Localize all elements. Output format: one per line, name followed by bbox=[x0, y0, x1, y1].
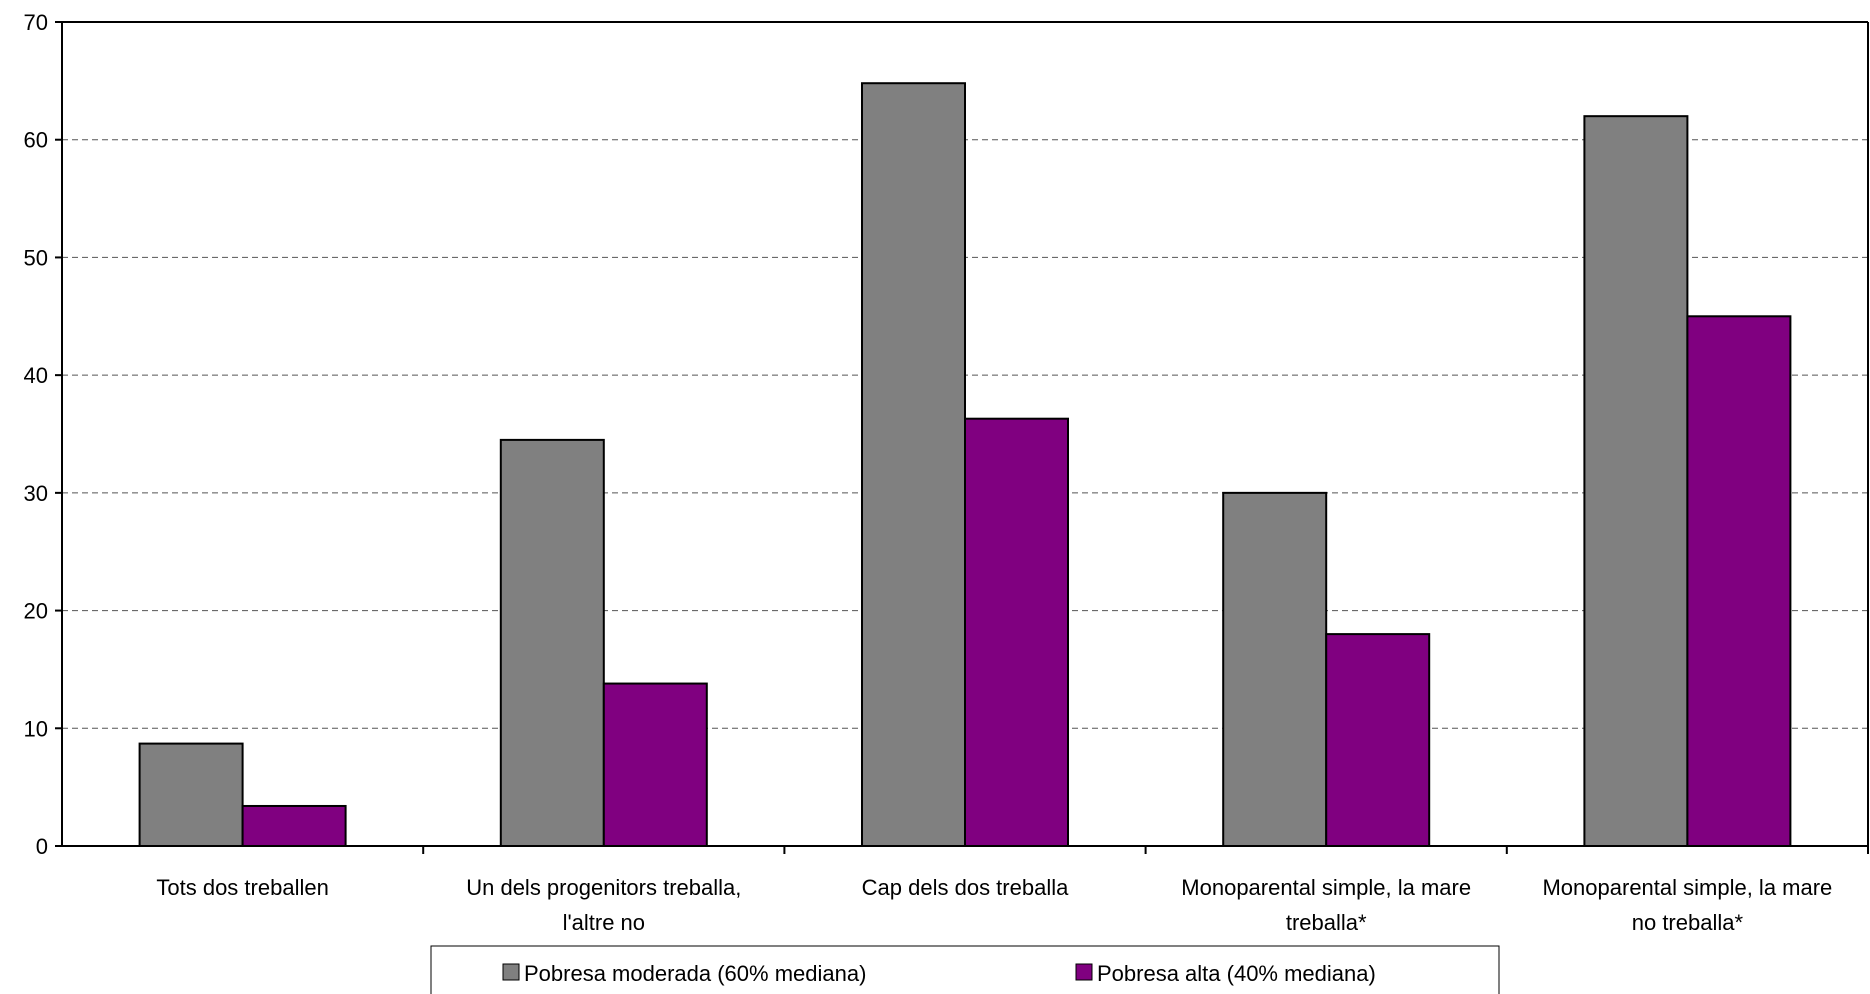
y-axis-ticks: 0 10 20 30 40 50 60 70 bbox=[24, 10, 62, 859]
bar-moderada bbox=[1222, 491, 1328, 847]
y-tick-label: 0 bbox=[36, 834, 48, 859]
bars bbox=[138, 82, 1792, 848]
y-tick-label: 20 bbox=[24, 599, 48, 624]
legend-label-alta: Pobresa alta (40% mediana) bbox=[1097, 961, 1376, 986]
legend-label-moderada: Pobresa moderada (60% mediana) bbox=[524, 961, 866, 986]
y-tick-label: 40 bbox=[24, 363, 48, 388]
axes bbox=[61, 21, 1869, 847]
bar-moderada bbox=[499, 438, 605, 847]
y-tick-label: 50 bbox=[24, 245, 48, 270]
y-tick-label: 30 bbox=[24, 481, 48, 506]
bar-moderada bbox=[1583, 115, 1689, 847]
legend: Pobresa moderada (60% mediana) Pobresa a… bbox=[430, 945, 1500, 994]
x-tick-label: Monoparental simple, la mare bbox=[1181, 875, 1471, 900]
legend-swatch-moderada bbox=[502, 963, 520, 981]
x-tick-label: treballa* bbox=[1286, 910, 1367, 935]
y-tick-label: 70 bbox=[24, 10, 48, 35]
x-tick-label: l'altre no bbox=[563, 910, 645, 935]
x-tick-label: Un dels progenitors treballa, bbox=[466, 875, 741, 900]
bar-moderada bbox=[138, 742, 244, 847]
bar-alta bbox=[241, 804, 347, 848]
bar-moderada bbox=[861, 82, 966, 847]
x-axis-ticks: Tots dos treballen Un dels progenitors tr… bbox=[156, 846, 1869, 935]
bar-alta bbox=[1686, 315, 1792, 847]
x-tick-label: Cap dels dos treballa bbox=[862, 875, 1069, 900]
bar-alta bbox=[1325, 633, 1431, 847]
x-tick-label: Tots dos treballen bbox=[156, 875, 328, 900]
x-tick-label: no treballa* bbox=[1632, 910, 1744, 935]
bar-alta bbox=[964, 417, 1069, 847]
legend-swatch-alta bbox=[1075, 963, 1093, 981]
bar-alta bbox=[602, 682, 708, 847]
y-tick-label: 10 bbox=[24, 716, 48, 741]
x-tick-label: Monoparental simple, la mare bbox=[1542, 875, 1832, 900]
legend-box bbox=[430, 945, 1500, 994]
y-tick-label: 60 bbox=[24, 128, 48, 153]
